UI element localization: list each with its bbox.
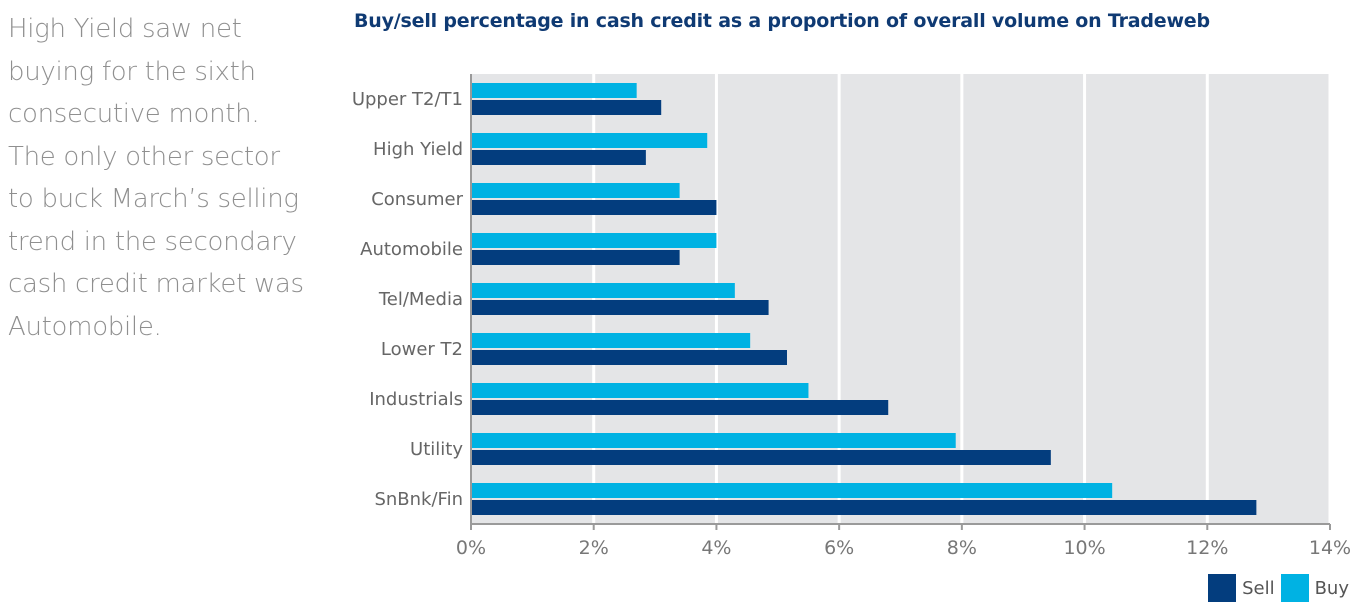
y-category-label: Upper T2/T1: [352, 89, 463, 110]
bar-buy-lower-t2: [472, 333, 751, 348]
y-category-label: Tel/Media: [378, 289, 463, 310]
bar-buy-snbnk-fin: [472, 483, 1113, 498]
bar-sell-tel-media: [472, 300, 769, 315]
narrative-line: buying for the sixth: [8, 56, 256, 87]
narrative-line: cash credit market was: [8, 269, 304, 299]
x-tick-label: 6%: [824, 537, 854, 559]
y-category-label: SnBnk/Fin: [374, 489, 463, 510]
narrative-line: High Yield saw net: [8, 14, 242, 44]
plot-background: [471, 74, 1330, 524]
y-category-label: Lower T2: [381, 339, 463, 360]
bar-sell-high-yield: [472, 150, 646, 165]
bar-sell-upper-t2-t1: [472, 100, 662, 115]
bar-buy-upper-t2-t1: [472, 83, 637, 98]
x-tick-label: 0%: [456, 537, 486, 559]
narrative-line: Automobile.: [8, 311, 162, 342]
bar-sell-utility: [472, 450, 1051, 465]
bar-sell-lower-t2: [472, 350, 787, 365]
legend-item-sell: Sell: [1208, 574, 1275, 602]
legend-swatch-sell: [1208, 574, 1237, 602]
legend-item-buy: Buy: [1280, 574, 1349, 602]
y-category-label: Industrials: [369, 389, 463, 410]
y-category-label: Automobile: [360, 239, 463, 260]
chart-legend: Sell Buy: [1202, 574, 1349, 602]
y-category-label: Utility: [410, 439, 463, 460]
x-tick-label: 4%: [701, 537, 731, 559]
x-tick-label: 12%: [1186, 537, 1228, 559]
x-tick-label: 8%: [947, 537, 977, 559]
bar-sell-consumer: [472, 200, 717, 215]
narrative-line: to buck March’s selling: [8, 184, 299, 214]
bar-sell-automobile: [472, 250, 680, 265]
narrative-text: High Yield saw net buying for the sixth co…: [8, 8, 308, 348]
bar-buy-automobile: [472, 233, 717, 248]
y-category-label: High Yield: [373, 139, 463, 160]
legend-label-buy: Buy: [1314, 577, 1349, 599]
y-category-label: Consumer: [371, 189, 463, 210]
x-tick-label: 14%: [1309, 537, 1351, 559]
narrative-line: The only other sector: [8, 141, 280, 172]
bar-buy-high-yield: [472, 133, 708, 148]
bar-buy-industrials: [472, 383, 809, 398]
x-tick-label: 10%: [1063, 537, 1105, 559]
legend-swatch-buy: [1280, 574, 1309, 602]
narrative-line: consecutive month.: [8, 99, 260, 129]
bar-buy-utility: [472, 433, 956, 448]
x-tick-label: 2%: [579, 537, 609, 559]
bar-buy-tel-media: [472, 283, 735, 298]
bar-sell-industrials: [472, 400, 889, 415]
legend-label-sell: Sell: [1242, 577, 1275, 599]
bar-sell-snbnk-fin: [472, 500, 1257, 515]
bar-buy-consumer: [472, 183, 680, 198]
chart-title: Buy/sell percentage in cash credit as a …: [354, 10, 1210, 32]
narrative-line: trend in the secondary: [8, 226, 297, 257]
